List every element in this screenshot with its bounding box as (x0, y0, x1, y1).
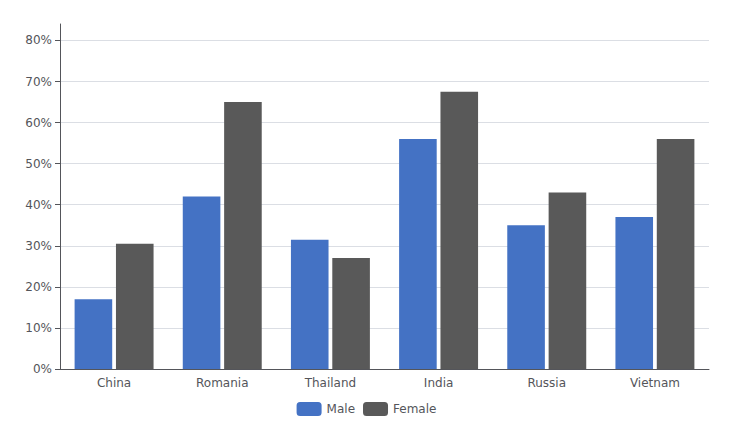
svg-text:40%: 40% (25, 198, 52, 212)
svg-text:0%: 0% (33, 362, 52, 376)
svg-text:Russia: Russia (527, 376, 566, 390)
svg-text:Vietnam: Vietnam (630, 376, 680, 390)
svg-text:50%: 50% (25, 157, 52, 171)
svg-text:Romania: Romania (196, 376, 248, 390)
svg-text:70%: 70% (25, 75, 52, 89)
svg-text:Male: Male (327, 402, 355, 416)
svg-text:India: India (424, 376, 453, 390)
svg-text:20%: 20% (25, 280, 52, 294)
svg-text:60%: 60% (25, 116, 52, 130)
svg-text:30%: 30% (25, 239, 52, 253)
svg-text:Thailand: Thailand (304, 376, 357, 390)
svg-text:China: China (97, 376, 131, 390)
svg-text:Female: Female (393, 402, 436, 416)
svg-text:80%: 80% (25, 33, 52, 47)
svg-text:10%: 10% (25, 321, 52, 335)
